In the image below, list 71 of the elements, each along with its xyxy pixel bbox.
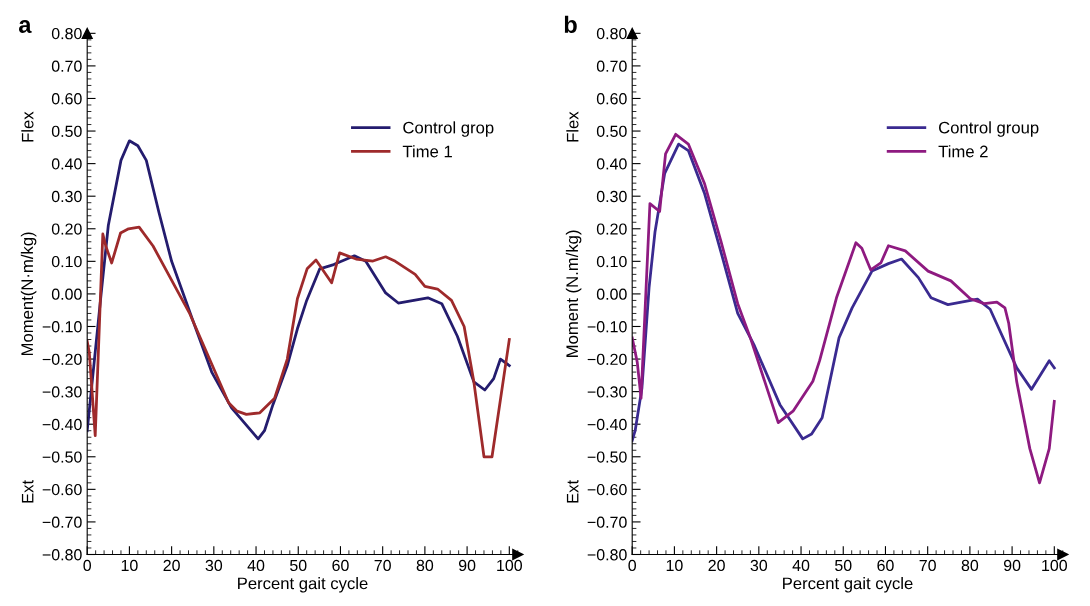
x-tick-label: 60: [877, 559, 894, 572]
x-tick-label: 40: [247, 559, 265, 572]
text: Flex: [21, 111, 34, 142]
x-tick-label: 70: [919, 559, 936, 572]
y-tick-label: 0.30: [596, 190, 627, 203]
y-tick-label: 0.30: [51, 190, 82, 203]
x-tick-label: 100: [497, 559, 523, 572]
chart-title: b: [564, 15, 577, 34]
y-tick-label: −0.50: [587, 451, 627, 463]
y-tick-label: 0.00: [51, 288, 82, 300]
y-axis-title: Moment(N·m/kg): [20, 232, 37, 356]
x-tick-label: 0: [83, 559, 92, 572]
legend-label: Control group: [939, 121, 1039, 137]
x-tick-label: 80: [961, 559, 979, 572]
y-tick-label: 0.40: [51, 158, 82, 170]
y-tick-label: 0.70: [596, 60, 627, 72]
x-tick-label: 60: [332, 559, 349, 572]
text: Flex: [566, 111, 579, 142]
legend-label: Time 2: [938, 145, 988, 158]
x-tick-label: 50: [835, 559, 852, 572]
y-tick-label: −0.70: [42, 516, 82, 528]
y-tick-label: −0.60: [42, 483, 82, 496]
y-tick-label: −0.80: [42, 549, 82, 561]
y-tick-label: 0.00: [596, 288, 627, 300]
y-tick-label: 0.40: [596, 158, 627, 170]
y-tick-label: −0.40: [42, 418, 82, 431]
x-axis-title: Percent gait cycle: [783, 577, 913, 593]
x-tick-label: 80: [416, 559, 434, 572]
x-tick-label: 20: [163, 559, 180, 572]
y-tick-label: 0.20: [596, 223, 627, 235]
y-tick-label: −0.80: [587, 549, 627, 561]
x-tick-label: 10: [666, 559, 683, 572]
y-tick-label: −0.70: [587, 516, 627, 528]
y-tick-label: 0.50: [51, 125, 82, 137]
y-tick-label: −0.30: [587, 386, 627, 398]
x-tick-label: 10: [121, 559, 138, 572]
x-tick-label: 90: [458, 559, 476, 572]
x-tick-label: 0: [628, 559, 637, 572]
x-tick-label: 100: [1042, 559, 1068, 572]
x-tick-label: 40: [792, 559, 810, 572]
y-tick-label: −0.40: [587, 418, 627, 431]
y-tick-label: 0.80: [51, 27, 82, 40]
legend-label: Time 1: [402, 145, 452, 158]
y-tick-label: 0.20: [51, 223, 82, 235]
chart-title: a: [19, 20, 32, 34]
text: Ext: [566, 480, 579, 503]
y-tick-label: −0.10: [587, 321, 627, 333]
y-tick-label: −0.10: [42, 321, 82, 333]
y-tick-label: 0.50: [596, 125, 627, 137]
x-axis-title: Percent gait cycle: [238, 577, 368, 593]
y-tick-label: −0.60: [587, 483, 627, 496]
legend-label: Control grop: [403, 121, 494, 137]
x-tick-label: 30: [205, 559, 223, 572]
line-series: [87, 225, 511, 459]
x-tick-label: 50: [290, 559, 307, 572]
y-tick-label: −0.30: [42, 386, 82, 398]
x-tick-label: 20: [708, 559, 725, 572]
y-tick-label: −0.50: [42, 451, 82, 463]
y-tick-label: 0.80: [596, 27, 627, 40]
y-tick-label: −0.20: [587, 353, 627, 365]
y-tick-label: 0.60: [51, 93, 82, 105]
text: Ext: [21, 480, 34, 503]
y-tick-label: 0.10: [596, 255, 627, 268]
y-tick-label: −0.20: [42, 353, 82, 365]
x-tick-label: 70: [374, 559, 391, 572]
y-tick-label: 0.60: [596, 93, 627, 105]
y-axis-title: Moment (N.m/kg): [565, 230, 582, 357]
y-tick-label: 0.10: [51, 255, 82, 268]
y-tick-label: 0.70: [51, 60, 82, 72]
x-tick-label: 90: [1003, 559, 1021, 572]
x-tick-label: 30: [750, 559, 768, 572]
